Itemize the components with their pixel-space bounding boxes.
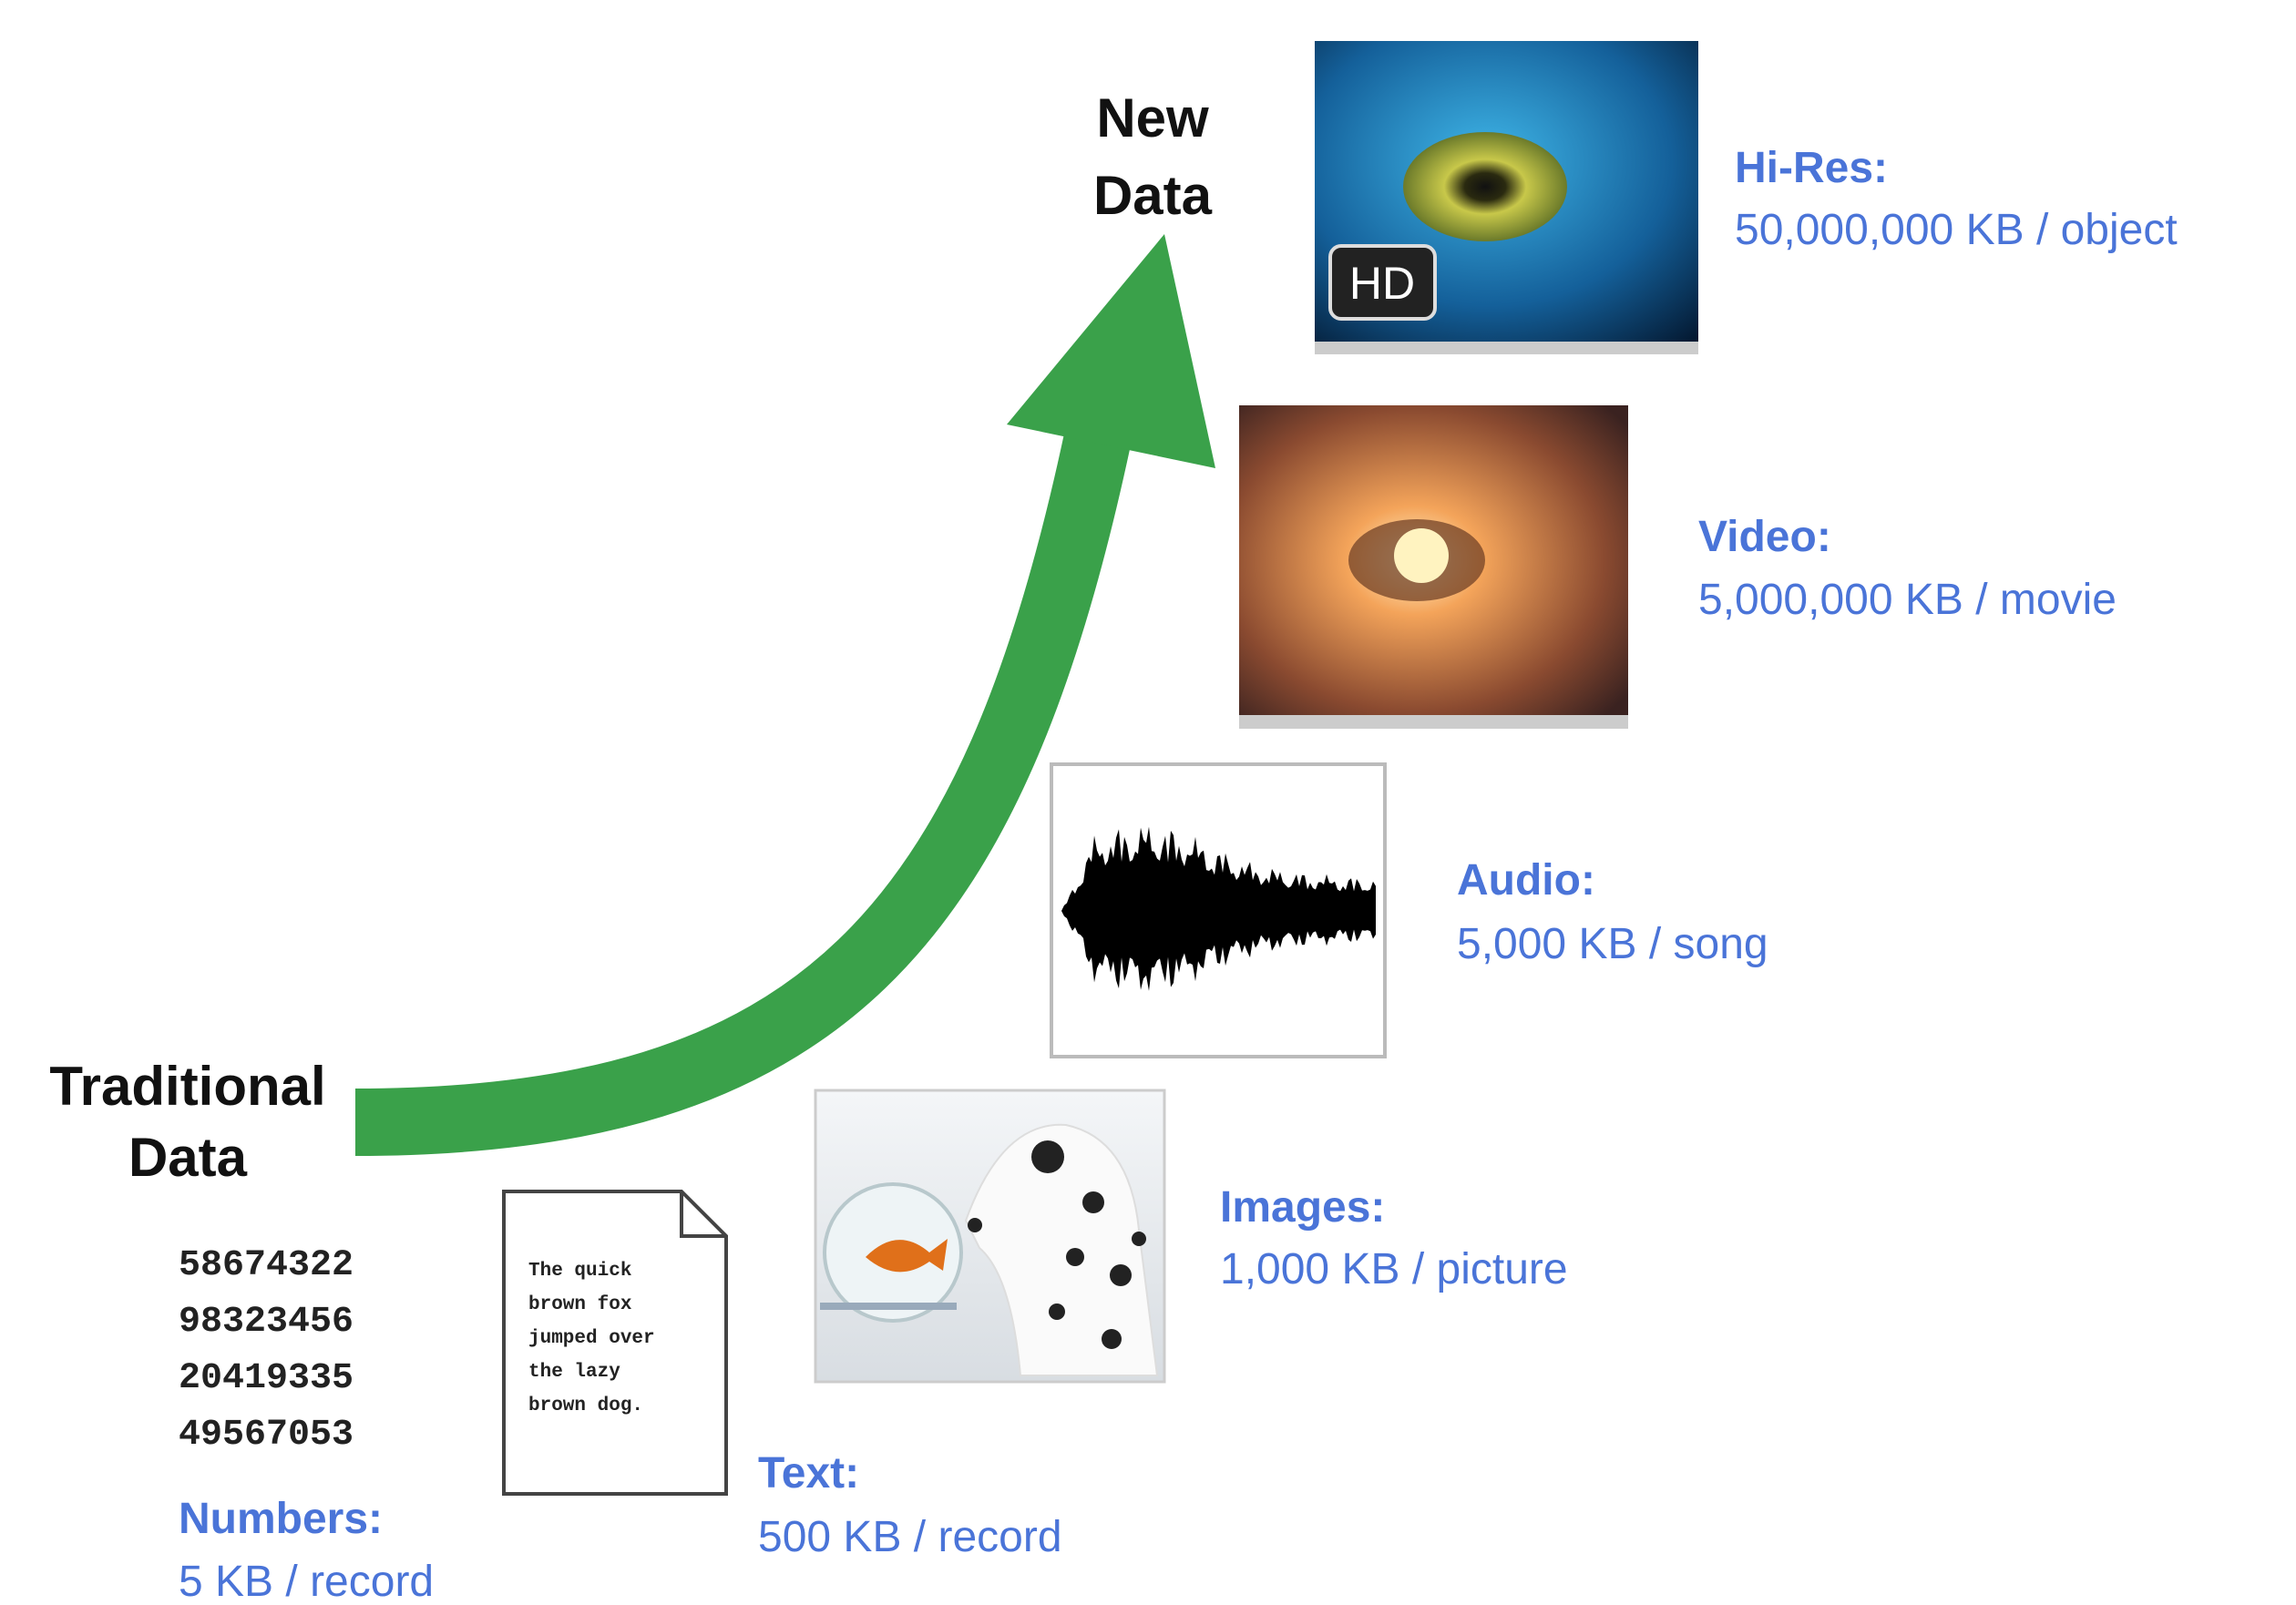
item-size: 5 KB / record — [179, 1558, 434, 1605]
video-image — [1239, 405, 1628, 729]
document-line: brown fox — [528, 1294, 632, 1315]
item-name: Audio: — [1457, 856, 1595, 905]
item-size: 1,000 KB / picture — [1220, 1245, 1568, 1293]
item-size: 500 KB / record — [758, 1513, 1062, 1561]
number-line: 58674322 — [179, 1245, 354, 1286]
item-name: Text: — [758, 1449, 859, 1498]
item-name: Numbers: — [179, 1495, 383, 1543]
item-name: Video: — [1698, 513, 1831, 561]
images-picture — [814, 1089, 1166, 1384]
hd-badge: HD — [1349, 258, 1415, 309]
traditional-label: Traditional — [49, 1056, 325, 1117]
document-line: The quick — [528, 1261, 631, 1282]
document-icon — [502, 1190, 728, 1496]
item-size: 5,000 KB / song — [1457, 920, 1768, 968]
arrow-head — [1007, 234, 1215, 468]
item-name: Hi-Res: — [1735, 144, 1888, 192]
document-line: jumped over — [528, 1328, 655, 1349]
number-line: 20419335 — [179, 1358, 354, 1399]
number-line: 98323456 — [179, 1302, 354, 1343]
number-line: 49567053 — [179, 1415, 354, 1456]
item-name: Images: — [1220, 1183, 1385, 1232]
document-line: brown dog. — [528, 1395, 643, 1416]
item-size: 50,000,000 KB / object — [1735, 206, 2178, 254]
audio-waveform — [1061, 826, 1376, 991]
hi-res-image: HD — [1315, 41, 1698, 354]
new-label: New — [1096, 87, 1209, 148]
document-line: the lazy — [528, 1362, 620, 1383]
growth-arrow — [354, 430, 1132, 1156]
new-label: Data — [1093, 165, 1213, 226]
item-size: 5,000,000 KB / movie — [1698, 576, 2117, 624]
traditional-label: Data — [128, 1127, 248, 1188]
